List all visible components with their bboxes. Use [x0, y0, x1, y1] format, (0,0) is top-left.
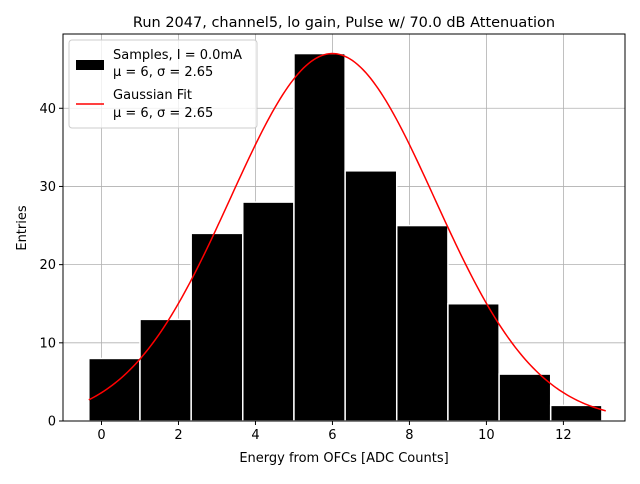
legend-box [68, 39, 258, 129]
x-axis-label: Energy from OFCs [ADC Counts] [239, 451, 448, 466]
y-tick-label: 20 [39, 258, 56, 273]
histogram-bar [242, 201, 295, 422]
legend-label-samples: Samples, I = 0.0mA [113, 48, 242, 63]
x-tick-label: 12 [555, 428, 572, 443]
legend-stats-samples: μ = 6, σ = 2.65 [113, 65, 213, 80]
x-tick-label: 6 [328, 428, 336, 443]
histogram-bar [498, 373, 552, 422]
x-tick-label: 0 [97, 428, 105, 443]
histogram-bars [88, 52, 603, 422]
histogram-bar [139, 318, 192, 422]
y-tick-label: 0 [48, 415, 56, 430]
histogram-bar [344, 170, 398, 422]
histogram-bar [293, 52, 346, 422]
y-axis-label: Entries [15, 205, 30, 251]
x-tick-label: 4 [251, 428, 259, 443]
histogram-bar [447, 302, 500, 422]
legend-swatch-samples [76, 60, 104, 70]
histogram-bar [190, 232, 244, 422]
legend: Samples, I = 0.0mA μ = 6, σ = 2.65 Gauss… [68, 39, 258, 129]
gaussian-fit-line [88, 52, 606, 412]
legend-stats-fit: μ = 6, σ = 2.65 [113, 106, 213, 121]
x-tick-label: 8 [405, 428, 413, 443]
histogram-bar [395, 224, 449, 422]
y-tick-label: 30 [39, 180, 56, 195]
plot-frame [62, 33, 626, 422]
x-axis-ticks: 0 2 4 6 8 10 12 [97, 421, 572, 443]
legend-label-fit: Gaussian Fit [113, 88, 192, 103]
x-tick-label: 2 [174, 428, 182, 443]
x-tick-label: 10 [478, 428, 495, 443]
chart-title: Run 2047, channel5, lo gain, Pulse w/ 70… [133, 15, 555, 31]
y-tick-label: 40 [39, 102, 56, 117]
y-tick-label: 10 [39, 336, 56, 351]
y-axis-ticks: 0 10 20 30 40 [39, 102, 63, 430]
